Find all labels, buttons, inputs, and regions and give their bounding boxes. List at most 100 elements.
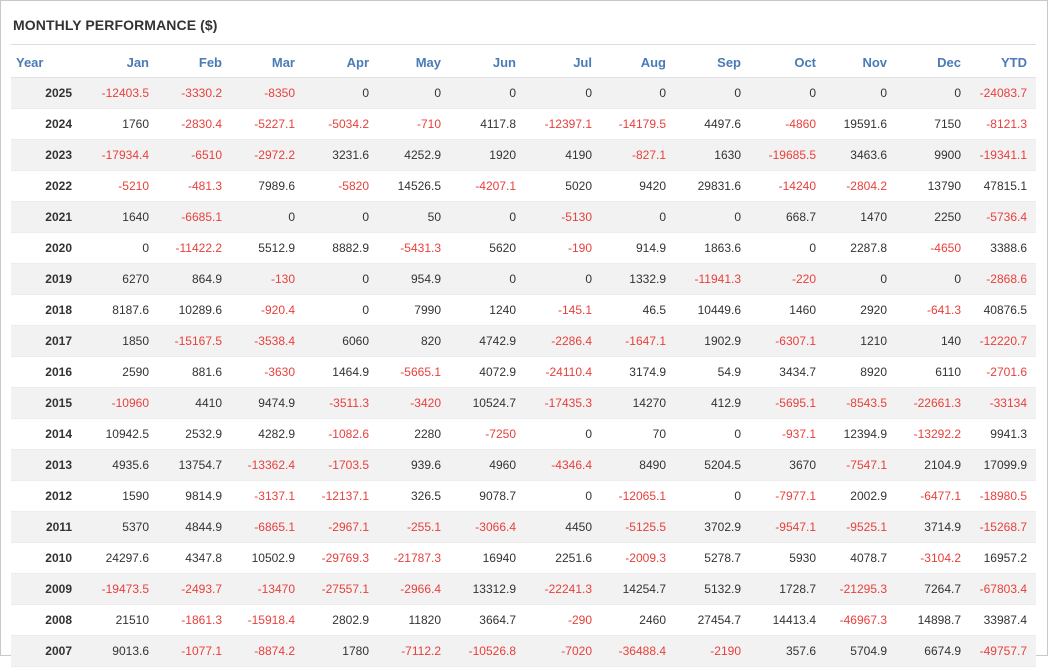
value-cell: -14179.5	[601, 108, 675, 140]
value-cell: 4960	[450, 449, 525, 481]
value-cell: 2532.9	[158, 418, 231, 450]
value-cell: 4410	[158, 387, 231, 419]
value-cell: 1728.7	[750, 573, 825, 605]
value-cell: 1760	[81, 108, 158, 140]
year-cell: 2015	[11, 387, 81, 419]
value-cell: -1861.3	[158, 604, 231, 636]
value-cell: -827.1	[601, 139, 675, 171]
value-cell: -1703.5	[304, 449, 378, 481]
value-cell: 2590	[81, 356, 158, 388]
value-cell: 4450	[525, 511, 601, 543]
value-cell: -8121.3	[970, 108, 1036, 140]
value-cell: -2830.4	[158, 108, 231, 140]
value-cell: 6674.9	[896, 635, 970, 667]
table-body: 2025 -12403.5 -3330.2 -8350 0 0 0 0 0 0 0 0 0 -24083.…	[11, 77, 1036, 667]
value-cell: -3104.2	[896, 542, 970, 574]
value-cell: -13362.4	[231, 449, 304, 481]
value-cell: -2701.6	[970, 356, 1036, 388]
value-cell: -5665.1	[378, 356, 450, 388]
value-cell: 9900	[896, 139, 970, 171]
value-cell: -481.3	[158, 170, 231, 202]
value-cell: -15167.5	[158, 325, 231, 357]
value-cell: -22661.3	[896, 387, 970, 419]
value-cell: 46.5	[601, 294, 675, 326]
value-cell: 1780	[304, 635, 378, 667]
value-cell: -130	[231, 263, 304, 295]
year-cell: 2024	[11, 108, 81, 140]
value-cell: 4282.9	[231, 418, 304, 450]
value-cell: -4207.1	[450, 170, 525, 202]
value-cell: 1240	[450, 294, 525, 326]
value-cell: 14413.4	[750, 604, 825, 636]
value-cell: -5130	[525, 201, 601, 233]
year-cell: 2021	[11, 201, 81, 233]
value-cell: 13754.7	[158, 449, 231, 481]
value-cell: 7150	[896, 108, 970, 140]
table-row: 2017 1850 -15167.5 -3538.4 6060 820 4742.9 -228…	[11, 325, 1036, 357]
value-cell: -19341.1	[970, 139, 1036, 171]
value-cell: -5227.1	[231, 108, 304, 140]
value-cell: 3231.6	[304, 139, 378, 171]
value-cell: 13312.9	[450, 573, 525, 605]
value-cell: 0	[896, 263, 970, 295]
year-cell: 2009	[11, 573, 81, 605]
column-header-ytd: YTD	[970, 47, 1036, 78]
value-cell: 9013.6	[81, 635, 158, 667]
table-row: 2024 1760 -2830.4 -5227.1 -5034.2 -710 4117.8-…	[11, 108, 1036, 140]
value-cell: -3630	[231, 356, 304, 388]
value-cell: -2967.1	[304, 511, 378, 543]
year-cell: 2018	[11, 294, 81, 326]
value-cell: -8874.2	[231, 635, 304, 667]
table-row: 2021 1640 -6685.1 0 0 50 0 -5130 0 0 668.7 1470 2250…	[11, 201, 1036, 233]
value-cell: -641.3	[896, 294, 970, 326]
value-cell: 54.9	[675, 356, 750, 388]
value-cell: 5278.7	[675, 542, 750, 574]
value-cell: 47815.1	[970, 170, 1036, 202]
value-cell: -2972.2	[231, 139, 304, 171]
value-cell: 0	[675, 77, 750, 109]
column-header-apr: Apr	[304, 47, 378, 78]
value-cell: -190	[525, 232, 601, 264]
value-cell: 1640	[81, 201, 158, 233]
value-cell: -24083.7	[970, 77, 1036, 109]
year-cell: 2019	[11, 263, 81, 295]
year-cell: 2016	[11, 356, 81, 388]
value-cell: 50	[378, 201, 450, 233]
value-cell: 0	[304, 77, 378, 109]
value-cell: 6060	[304, 325, 378, 357]
value-cell: 1460	[750, 294, 825, 326]
value-cell: -5695.1	[750, 387, 825, 419]
year-cell: 2023	[11, 139, 81, 171]
value-cell: 1464.9	[304, 356, 378, 388]
table-row: 2007 9013.6 -1077.1 -8874.2 1780 -7112.2 -1052…	[11, 635, 1036, 667]
value-cell: -6307.1	[750, 325, 825, 357]
value-cell: -13292.2	[896, 418, 970, 450]
value-cell: 5020	[525, 170, 601, 202]
value-cell: 27454.7	[675, 604, 750, 636]
value-cell: -11941.3	[675, 263, 750, 295]
table-row: 2012 1590 9814.9 -3137.1 -12137.1 326.5 9078.7…	[11, 480, 1036, 512]
column-header-aug: Aug	[601, 47, 675, 78]
value-cell: -4650	[896, 232, 970, 264]
column-header-jun: Jun	[450, 47, 525, 78]
value-cell: -5034.2	[304, 108, 378, 140]
value-cell: 2920	[825, 294, 896, 326]
table-row: 2020 0 -11422.2 5512.9 8882.9 -5431.3 5620 -190…	[11, 232, 1036, 264]
value-cell: 357.6	[750, 635, 825, 667]
value-cell: -19685.5	[750, 139, 825, 171]
value-cell: -8543.5	[825, 387, 896, 419]
year-cell: 2008	[11, 604, 81, 636]
value-cell: 4347.8	[158, 542, 231, 574]
value-cell: 2280	[378, 418, 450, 450]
column-header-year: Year	[11, 47, 81, 78]
value-cell: -7547.1	[825, 449, 896, 481]
value-cell: -22241.3	[525, 573, 601, 605]
column-header-may: May	[378, 47, 450, 78]
table-row: 2023 -17934.4 -6510 -2972.2 3231.6 4252.9 1920…	[11, 139, 1036, 171]
value-cell: -255.1	[378, 511, 450, 543]
value-cell: 8920	[825, 356, 896, 388]
value-cell: 0	[81, 232, 158, 264]
value-cell: 3434.7	[750, 356, 825, 388]
value-cell: 3714.9	[896, 511, 970, 543]
